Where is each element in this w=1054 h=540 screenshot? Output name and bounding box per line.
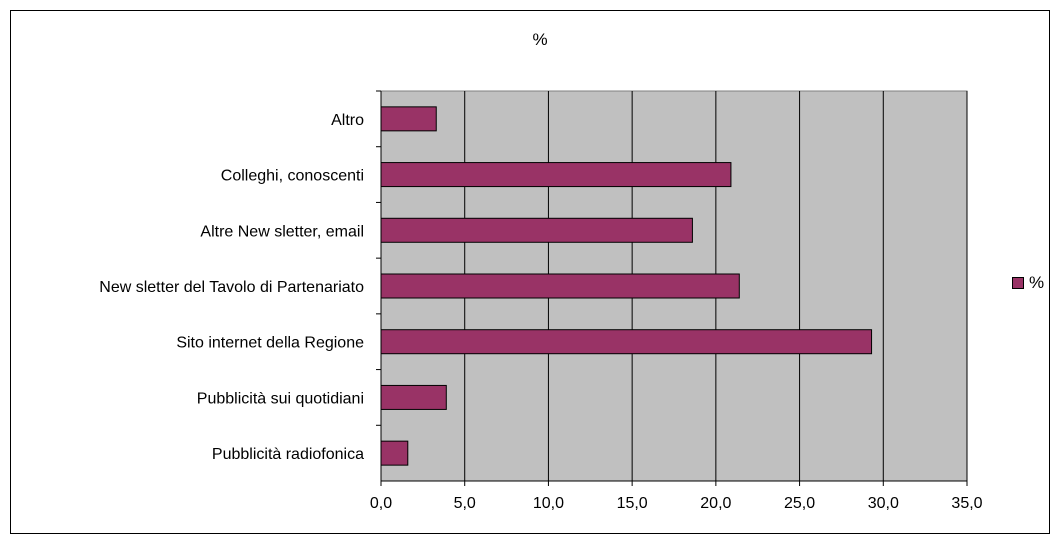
chart-title: % [532,30,548,49]
x-tick-label: 10,0 [533,495,564,512]
legend-swatch [1012,277,1024,289]
category-label: Colleghi, conoscenti [221,168,364,185]
x-tick-label: 5,0 [454,495,476,512]
bar [380,384,447,410]
category-label: New sletter del Tavolo di Partenariato [99,279,364,296]
bar [380,106,437,132]
bar [380,440,409,466]
legend-label: % [1029,273,1045,292]
category-label: Altre New sletter, email [200,223,364,240]
x-tick-label: 15,0 [617,495,648,512]
bar [380,329,873,355]
category-label: Altro [331,112,364,129]
bar [380,273,740,299]
x-tick-label: 0,0 [370,495,392,512]
x-tick-label: 20,0 [700,495,731,512]
category-label: Sito internet della Regione [176,335,364,352]
category-label: Pubblicità radiofonica [212,446,364,463]
x-tick-label: 30,0 [868,495,899,512]
bar [380,217,693,243]
bar [380,162,732,188]
legend: % [1012,273,1044,293]
category-label: Pubblicità sui quotidiani [197,390,364,407]
x-tick-label: 35,0 [951,495,982,512]
x-tick-label: 25,0 [784,495,815,512]
